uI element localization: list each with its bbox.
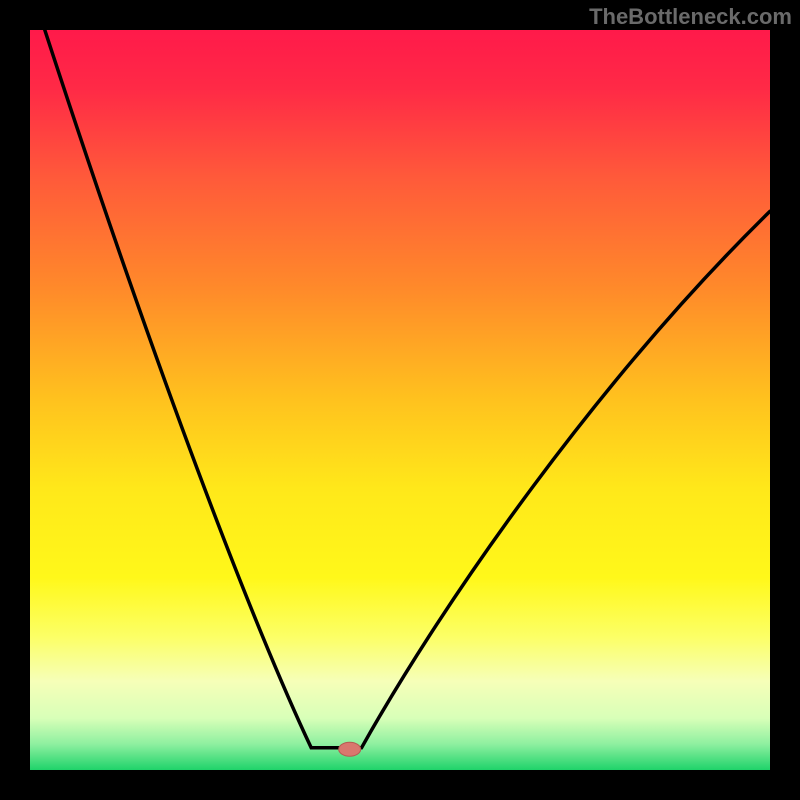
chart-canvas: TheBottleneck.com — [0, 0, 800, 800]
chart-svg — [0, 0, 800, 800]
optimal-point-marker — [339, 742, 361, 756]
plot-area — [30, 30, 770, 770]
watermark-text: TheBottleneck.com — [589, 4, 792, 30]
